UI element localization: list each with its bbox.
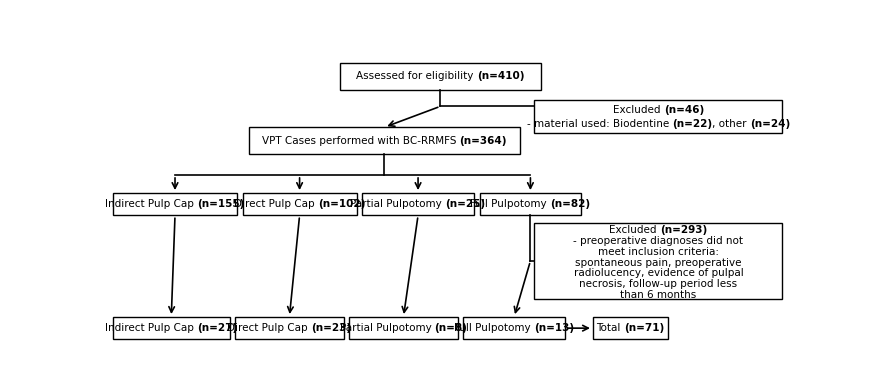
Text: Excluded: Excluded xyxy=(610,225,661,235)
Text: (n=46): (n=46) xyxy=(664,105,704,115)
Text: Partial Pulpotomy: Partial Pulpotomy xyxy=(350,199,446,209)
FancyBboxPatch shape xyxy=(243,193,357,215)
Text: Excluded: Excluded xyxy=(613,105,664,115)
FancyBboxPatch shape xyxy=(534,100,782,133)
FancyBboxPatch shape xyxy=(113,193,237,215)
Text: (n=155): (n=155) xyxy=(197,199,244,209)
Text: (n=364): (n=364) xyxy=(460,136,507,146)
Text: (n=82): (n=82) xyxy=(550,199,590,209)
FancyBboxPatch shape xyxy=(534,223,782,299)
Text: Full Pulpotomy: Full Pulpotomy xyxy=(454,323,534,333)
FancyBboxPatch shape xyxy=(249,127,520,154)
Text: than 6 months: than 6 months xyxy=(620,290,696,300)
Text: Full Pulpotomy: Full Pulpotomy xyxy=(470,199,550,209)
FancyBboxPatch shape xyxy=(350,317,458,340)
FancyBboxPatch shape xyxy=(479,193,582,215)
FancyBboxPatch shape xyxy=(362,193,474,215)
Text: Direct Pulp Cap: Direct Pulp Cap xyxy=(228,323,311,333)
FancyBboxPatch shape xyxy=(463,317,565,340)
Text: - preoperative diagnoses did not: - preoperative diagnoses did not xyxy=(574,236,744,246)
Text: meet inclusion criteria:: meet inclusion criteria: xyxy=(598,247,719,257)
Text: radiolucency, evidence of pulpal: radiolucency, evidence of pulpal xyxy=(574,268,743,279)
Text: (n=71): (n=71) xyxy=(624,323,664,333)
Text: (n=22): (n=22) xyxy=(672,119,712,129)
Text: (n=102): (n=102) xyxy=(318,199,365,209)
Text: (n=23): (n=23) xyxy=(311,323,351,333)
Text: necrosis, follow-up period less: necrosis, follow-up period less xyxy=(579,279,738,289)
Text: Total: Total xyxy=(597,323,624,333)
Text: - material used: Biodentine: - material used: Biodentine xyxy=(526,119,672,129)
Text: Assessed for eligibility: Assessed for eligibility xyxy=(357,71,477,81)
Text: Partial Pulpotomy: Partial Pulpotomy xyxy=(340,323,434,333)
Text: (n=293): (n=293) xyxy=(661,225,708,235)
Text: (n=8): (n=8) xyxy=(434,323,468,333)
Text: (n=410): (n=410) xyxy=(477,71,525,81)
Text: spontaneous pain, preoperative: spontaneous pain, preoperative xyxy=(576,258,742,268)
Text: , other: , other xyxy=(712,119,750,129)
FancyBboxPatch shape xyxy=(235,317,343,340)
Text: VPT Cases performed with BC-RRMFS: VPT Cases performed with BC-RRMFS xyxy=(262,136,460,146)
Text: (n=13): (n=13) xyxy=(534,323,574,333)
Text: Indirect Pulp Cap: Indirect Pulp Cap xyxy=(105,323,197,333)
FancyBboxPatch shape xyxy=(340,63,540,90)
Text: (n=27): (n=27) xyxy=(197,323,237,333)
Text: (n=25): (n=25) xyxy=(446,199,485,209)
Text: (n=24): (n=24) xyxy=(750,119,790,129)
Text: Direct Pulp Cap: Direct Pulp Cap xyxy=(234,199,318,209)
Text: Indirect Pulp Cap: Indirect Pulp Cap xyxy=(105,199,197,209)
FancyBboxPatch shape xyxy=(593,317,668,340)
FancyBboxPatch shape xyxy=(113,317,230,340)
